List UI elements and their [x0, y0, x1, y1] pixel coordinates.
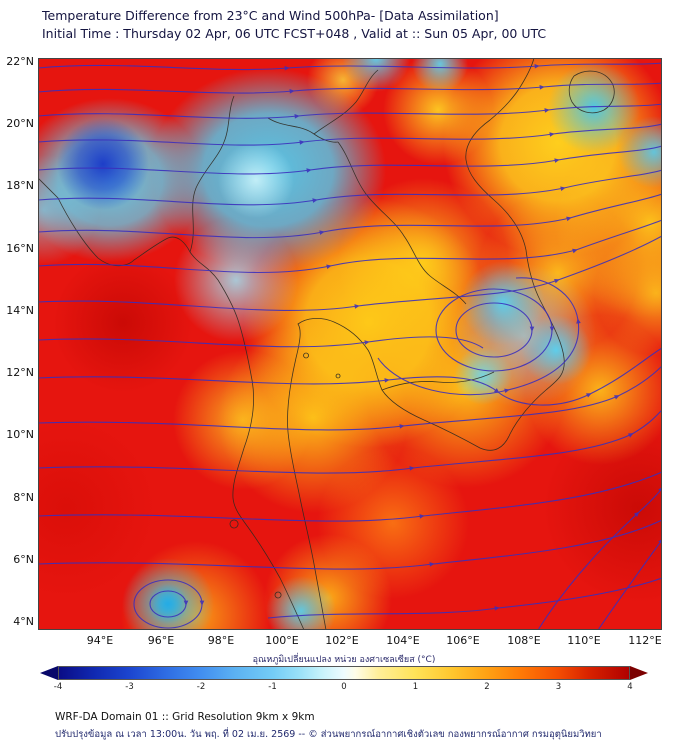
lon-label-96e: 96°E — [147, 634, 175, 647]
colorbar-left-arrow — [40, 666, 58, 680]
border-myanmar-thai — [189, 95, 235, 253]
lat-label-22n: 22°N — [6, 55, 34, 68]
page-subtitle: Initial Time : Thursday 02 Apr, 06 UTC F… — [42, 26, 547, 41]
coastline-west-peninsula — [38, 177, 305, 630]
wind-streamline-layer — [38, 62, 662, 630]
lat-label-4n: 4°N — [13, 615, 34, 628]
lon-label-104e: 104°E — [386, 634, 420, 647]
colorbar-label: อุณหภูมิเปลี่ยนแปลง หน่วย องศาเซลเซียส (… — [252, 655, 436, 665]
coastline-layer — [38, 58, 615, 630]
lat-label-10n: 10°N — [6, 428, 34, 441]
map-overlay — [38, 58, 662, 630]
lat-label-8n: 8°N — [13, 491, 34, 504]
footer-attribution: ปรับปรุงข้อมูล ณ เวลา 13:00น. วัน พฤ. ที… — [55, 729, 602, 740]
cbtick-neg2: -2 — [196, 682, 206, 692]
cbtick-0: 0 — [341, 682, 347, 692]
cbtick-2: 2 — [484, 682, 490, 692]
lon-label-110e: 110°E — [567, 634, 601, 647]
map-plot — [38, 58, 662, 630]
cbtick-neg3: -3 — [125, 682, 134, 692]
cbtick-neg4: -4 — [53, 682, 63, 692]
lat-label-14n: 14°N — [6, 304, 34, 317]
colorbar-bar — [40, 666, 648, 680]
small-islands — [229, 352, 341, 599]
lon-label-108e: 108°E — [507, 634, 541, 647]
cbtick-neg1: -1 — [268, 682, 277, 692]
lat-label-20n: 20°N — [6, 117, 34, 130]
lat-label-16n: 16°N — [6, 242, 34, 255]
cbtick-1: 1 — [412, 682, 419, 692]
lon-label-112e: 112°E — [628, 634, 662, 647]
border-north — [267, 69, 379, 143]
island-hainan — [568, 70, 615, 114]
lat-label-18n: 18°N — [6, 179, 34, 192]
coastline-gulf-vietnam — [287, 58, 565, 630]
lon-label-94e: 94°E — [86, 634, 114, 647]
map-frame — [38, 58, 662, 630]
lon-label-106e: 106°E — [446, 634, 480, 647]
cbtick-3: 3 — [555, 682, 562, 692]
colorbar: อุณหภูมิเปลี่ยนแปลง หน่วย องศาเซลเซียส (… — [40, 652, 648, 694]
lat-label-12n: 12°N — [6, 366, 34, 379]
page-title: Temperature Difference from 23°C and Win… — [42, 8, 499, 23]
lon-label-102e: 102°E — [325, 634, 359, 647]
colorbar-right-arrow — [630, 666, 648, 680]
lat-label-6n: 6°N — [13, 553, 34, 566]
lon-label-98e: 98°E — [207, 634, 235, 647]
cbtick-4: 4 — [627, 682, 633, 692]
footer-domain-info: WRF-DA Domain 01 :: Grid Resolution 9km … — [55, 711, 315, 723]
colorbar-gradient — [58, 666, 630, 680]
header: Temperature Difference from 23°C and Win… — [42, 7, 546, 43]
lon-label-100e: 100°E — [265, 634, 299, 647]
